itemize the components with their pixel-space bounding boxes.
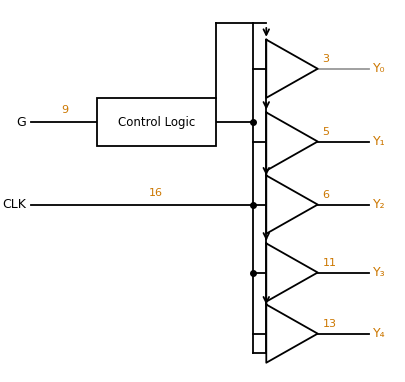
Text: 9: 9 xyxy=(61,105,68,115)
Text: Control Logic: Control Logic xyxy=(118,116,195,129)
Text: 6: 6 xyxy=(322,190,329,200)
Text: Y₃: Y₃ xyxy=(372,266,385,279)
Text: Y₀: Y₀ xyxy=(372,62,385,75)
Text: G: G xyxy=(16,116,26,129)
Bar xyxy=(97,98,215,146)
Text: 16: 16 xyxy=(148,188,162,198)
Text: Y₄: Y₄ xyxy=(372,327,385,340)
Text: 11: 11 xyxy=(322,257,336,268)
Text: CLK: CLK xyxy=(2,198,26,211)
Text: 3: 3 xyxy=(322,54,329,64)
Text: Y₁: Y₁ xyxy=(372,135,385,148)
Text: Y₂: Y₂ xyxy=(372,198,385,211)
Text: 5: 5 xyxy=(322,127,329,137)
Text: 13: 13 xyxy=(322,319,336,329)
